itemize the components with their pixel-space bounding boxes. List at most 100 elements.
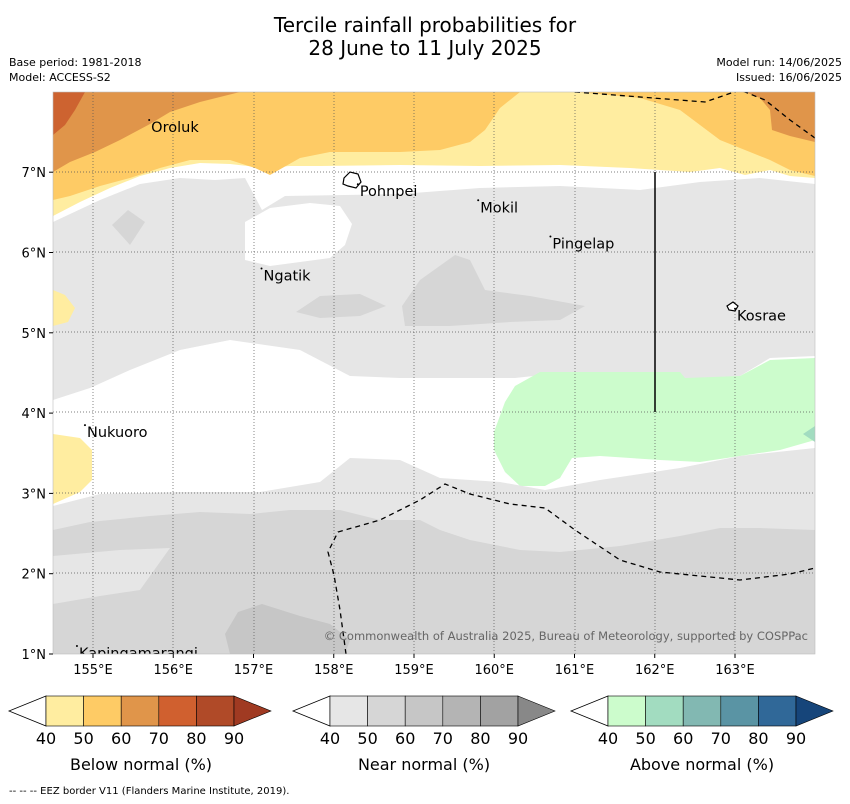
colorbar-high-arrow — [233, 695, 272, 727]
near-normal-50-patch-a — [112, 210, 145, 245]
lat-tick-label: 2°N — [22, 568, 47, 583]
lat-tick-label: 5°N — [22, 327, 47, 342]
colorbar-tick-label: 70 — [433, 729, 453, 748]
colorbar-segment — [682, 695, 722, 727]
lat-tick-label: 1°N — [22, 648, 47, 663]
meta-right: Model run: 14/06/2025 Issued: 16/06/2025 — [716, 55, 842, 85]
near-normal-60-south — [225, 604, 350, 654]
colorbar-segment — [83, 695, 122, 727]
colorbar-segment — [720, 695, 759, 727]
colorbar-label-above: Above normal (%) — [629, 755, 775, 774]
latitude-ticks: 1°N 2°N 3°N 4°N 5°N 6°N 7°N — [22, 166, 53, 663]
place-marker — [356, 183, 359, 186]
colorbar-tick-label: 40 — [320, 729, 340, 748]
colorbar-tick-label: 70 — [149, 729, 169, 748]
colorbar-segment — [758, 695, 797, 727]
lon-tick-label: 163°E — [715, 663, 755, 678]
colorbar-segment — [480, 695, 519, 727]
near-normal-50-patch-c — [296, 294, 386, 318]
lon-tick-label: 156°E — [153, 663, 193, 678]
lon-tick-label: 155°E — [73, 663, 113, 678]
pohnpei-island — [342, 171, 362, 189]
lat-tick-label: 7°N — [22, 166, 47, 181]
colorbar-tick-label: 90 — [786, 729, 806, 748]
place-labels: Oroluk Pohnpei Mokil Pingelap Ngatik Kosrae Nu… — [79, 120, 786, 662]
lat-tick-label: 6°N — [22, 247, 47, 262]
model-run: Model run: 14/06/2025 — [716, 56, 842, 69]
place-label: Pohnpei — [360, 184, 418, 200]
place-label: Nukuoro — [87, 425, 148, 441]
map-title: Tercile rainfall probabilities for 28 Ju… — [0, 14, 850, 60]
map-area: Oroluk Pohnpei Mokil Pingelap Ngatik Kosrae Nu… — [53, 92, 815, 662]
place-markers — [75, 119, 736, 647]
map-gridlines — [53, 92, 815, 654]
lon-tick-label: 161°E — [555, 663, 595, 678]
colorbar-tick-label: 50 — [73, 729, 93, 748]
colorbar-tick-label: 50 — [635, 729, 655, 748]
colorbar-label-near: Near normal (%) — [357, 755, 491, 774]
colorbar-label-below: Below normal (%) — [69, 755, 213, 774]
below-normal-60-band — [53, 92, 815, 172]
colorbar-tick-label: 90 — [224, 729, 244, 748]
model-name: Model: ACCESS-S2 — [9, 71, 111, 84]
lon-tick-label: 159°E — [394, 663, 434, 678]
place-marker — [148, 119, 151, 122]
place-label: Ngatik — [264, 269, 312, 285]
colorbar-segment — [404, 695, 444, 727]
title-line-2: 28 June to 11 July 2025 — [308, 36, 542, 60]
place-label: Kosrae — [737, 309, 786, 325]
colorbar-segment — [442, 695, 481, 727]
colorbar-high-arrow — [795, 695, 834, 727]
near-normal-50-patch-b — [402, 255, 585, 326]
below-normal-70-band — [53, 92, 85, 135]
colorbar-tick-label: 60 — [395, 729, 415, 748]
colorbar-tick-label: 50 — [357, 729, 377, 748]
place-label: Kapingamarangi — [79, 646, 198, 662]
colorbar-tick-label: 60 — [673, 729, 693, 748]
place-marker — [734, 307, 736, 310]
colorbar-segment — [607, 695, 646, 727]
map-figure: Oroluk Pohnpei Mokil Pingelap Ngatik Kosrae Nu… — [22, 91, 816, 678]
colorbar-low-arrow — [569, 695, 609, 727]
below-normal-50-band — [53, 92, 815, 200]
lon-tick-label: 158°E — [314, 663, 354, 678]
colorbar-tick-label: 80 — [748, 729, 768, 748]
place-label: Mokil — [480, 200, 518, 216]
colorbar-segment — [158, 695, 197, 727]
place-marker — [83, 424, 86, 427]
lon-tick-label: 157°E — [234, 663, 274, 678]
place-marker — [260, 267, 263, 270]
place-label: Pingelap — [552, 236, 614, 252]
title-line-1: Tercile rainfall probabilities for — [273, 13, 577, 37]
longitude-ticks: 155°E 156°E 157°E 158°E 159°E 160°E 161°E 162°E… — [73, 654, 755, 678]
below-normal-west-patch — [53, 290, 75, 326]
place-marker — [549, 235, 552, 238]
colorbar-tick-label: 80 — [470, 729, 490, 748]
eez-border — [327, 92, 815, 654]
colorbar-segment — [196, 695, 235, 727]
lat-tick-label: 4°N — [22, 407, 47, 422]
colorbar-tick-label: 60 — [111, 729, 131, 748]
colorbar-high-arrow — [517, 695, 556, 727]
place-marker — [75, 644, 78, 647]
issued-date: Issued: 16/06/2025 — [735, 71, 842, 84]
colorbar-segment — [645, 695, 684, 727]
eez-footnote: -- -- -- EEZ border V11 (Flanders Marine… — [9, 786, 290, 797]
colorbar-segment — [367, 695, 406, 727]
colorbar-segment — [45, 695, 84, 727]
ngatik-white-patch — [245, 203, 352, 266]
above-normal-50-patch — [803, 426, 815, 442]
place-label: Oroluk — [151, 120, 199, 136]
below-normal-nukuoro-patch — [53, 434, 92, 504]
colorbar-tick-label: 40 — [36, 729, 56, 748]
colorbar-tick-label: 70 — [711, 729, 731, 748]
colorbars: 40 50 60 70 80 90 40 50 60 70 80 90 40 50 60 70 80 90 — [7, 695, 834, 748]
meta-left: Base period: 1981-2018 Model: ACCESS-S2 — [9, 55, 141, 85]
colorbar-segment — [120, 695, 160, 727]
colorbar-tick-label: 90 — [508, 729, 528, 748]
base-period: Base period: 1981-2018 — [9, 56, 142, 69]
map-frame — [52, 91, 816, 655]
colorbar-low-arrow — [7, 695, 47, 727]
lon-tick-label: 162°E — [635, 663, 675, 678]
colorbar-tick-label: 80 — [186, 729, 206, 748]
